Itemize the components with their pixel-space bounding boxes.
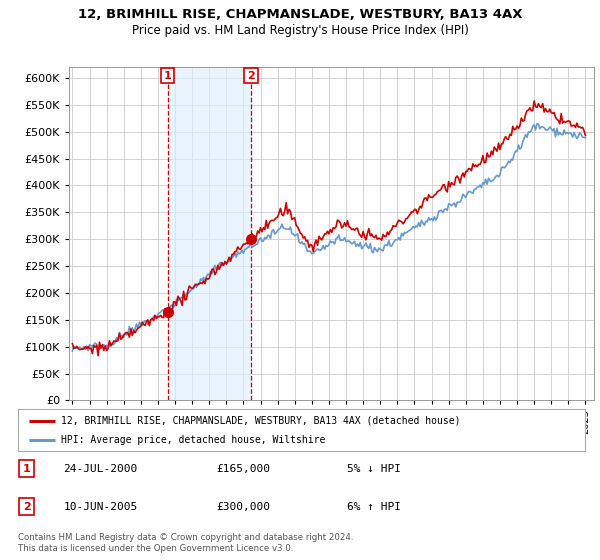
Text: £300,000: £300,000 (217, 502, 271, 511)
Bar (167, 67, 251, 400)
Text: 12, BRIMHILL RISE, CHAPMANSLADE, WESTBURY, BA13 4AX (detached house): 12, BRIMHILL RISE, CHAPMANSLADE, WESTBUR… (61, 416, 460, 426)
Text: 5% ↓ HPI: 5% ↓ HPI (347, 464, 401, 474)
Text: 12, BRIMHILL RISE, CHAPMANSLADE, WESTBURY, BA13 4AX: 12, BRIMHILL RISE, CHAPMANSLADE, WESTBUR… (78, 8, 522, 21)
Text: 6% ↑ HPI: 6% ↑ HPI (347, 502, 401, 511)
Text: 10-JUN-2005: 10-JUN-2005 (64, 502, 137, 511)
Text: 2: 2 (247, 71, 255, 81)
Text: £165,000: £165,000 (217, 464, 271, 474)
Text: HPI: Average price, detached house, Wiltshire: HPI: Average price, detached house, Wilt… (61, 435, 325, 445)
Text: Price paid vs. HM Land Registry's House Price Index (HPI): Price paid vs. HM Land Registry's House … (131, 24, 469, 36)
Text: 2: 2 (23, 502, 31, 511)
Text: 1: 1 (23, 464, 31, 474)
Text: Contains HM Land Registry data © Crown copyright and database right 2024.
This d: Contains HM Land Registry data © Crown c… (18, 533, 353, 553)
Text: 24-JUL-2000: 24-JUL-2000 (64, 464, 137, 474)
Text: 1: 1 (164, 71, 172, 81)
